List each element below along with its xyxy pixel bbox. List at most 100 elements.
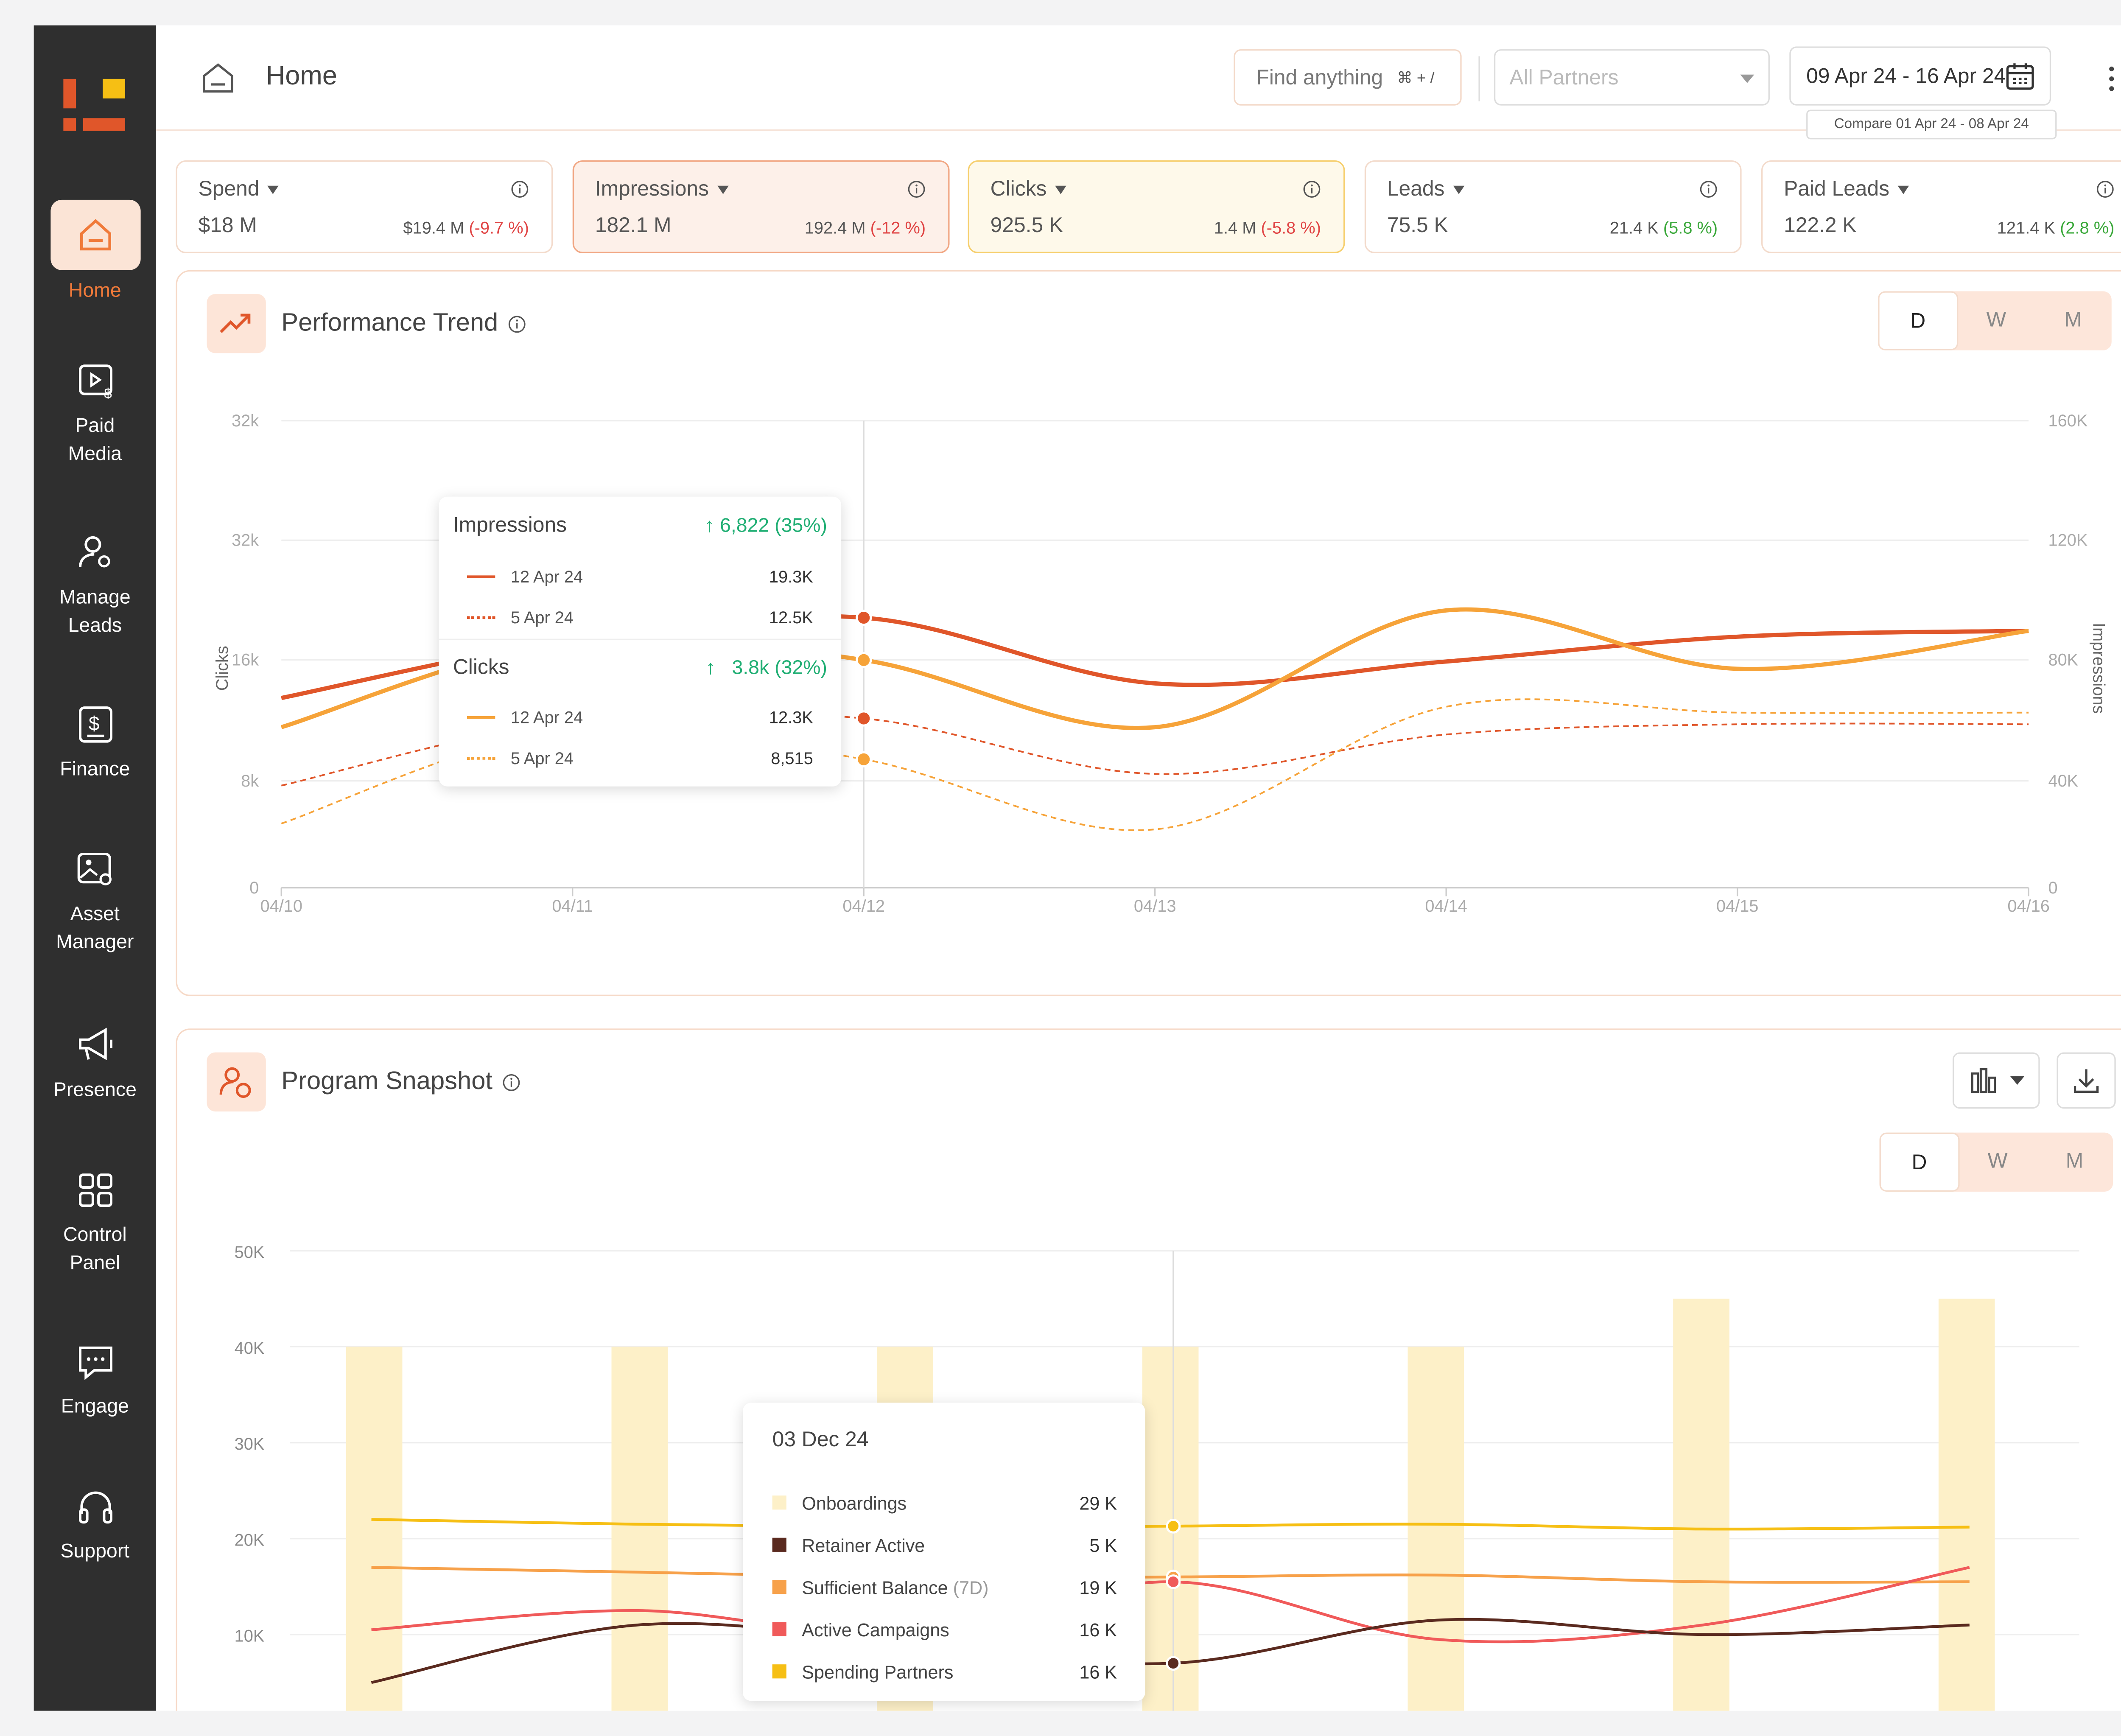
- info-icon[interactable]: [907, 180, 926, 198]
- download-icon: [2073, 1069, 2099, 1093]
- series-point: [856, 751, 872, 767]
- tooltip-row-value: 16 K: [1079, 1661, 1117, 1683]
- kpi-value: 182.1 M: [595, 214, 672, 238]
- kpi-value: 75.5 K: [1387, 214, 1448, 238]
- caret-down-icon: [717, 185, 729, 194]
- tooltip-row-value: 19.3K: [769, 567, 813, 587]
- kpi-card-impressions[interactable]: Impressions 182.1 M 192.4 M (-12 %): [572, 160, 950, 253]
- kpi-delta: (5.8 %): [1663, 218, 1718, 238]
- calendar-icon: [2006, 63, 2034, 90]
- granularity-toggle: D W M: [1879, 1132, 2113, 1192]
- image-gear-icon: [77, 853, 111, 885]
- chart-type-select[interactable]: [1953, 1052, 2040, 1109]
- arrow-up-icon: ↑: [704, 513, 715, 536]
- tooltip-date: 03 Dec 24: [772, 1428, 869, 1452]
- info-icon[interactable]: [1303, 180, 1321, 198]
- kpi-card-clicks[interactable]: Clicks 925.5 K 1.4 M (-5.8 %): [968, 160, 1345, 253]
- sidebar-item-engage[interactable]: Engage: [34, 1341, 157, 1420]
- sidebar-item-presence[interactable]: Presence: [34, 1024, 157, 1103]
- toggle-week[interactable]: W: [1987, 1149, 2008, 1173]
- info-icon[interactable]: [502, 1073, 520, 1092]
- info-icon[interactable]: [508, 315, 526, 333]
- caret-down-icon: [1453, 185, 1464, 194]
- tooltip-row-value: 12.5K: [769, 608, 813, 628]
- legend-swatch: [772, 1495, 786, 1510]
- trend-up-icon: [207, 294, 266, 353]
- tooltip-row-value: 16 K: [1079, 1619, 1117, 1641]
- date-range-value: 09 Apr 24 - 16 Apr 24: [1806, 64, 2006, 88]
- tooltip-row-value: 29 K: [1079, 1492, 1117, 1514]
- toggle-week[interactable]: W: [1986, 308, 2006, 332]
- kpi-name: Leads: [1387, 177, 1445, 202]
- toggle-day[interactable]: D: [1879, 1132, 1959, 1192]
- bar: [611, 1347, 668, 1711]
- sidebar-item-home[interactable]: Home: [34, 199, 157, 304]
- sidebar-item-label: Presence: [53, 1078, 137, 1100]
- chat-icon: [78, 1347, 112, 1380]
- toggle-day[interactable]: D: [1878, 291, 1958, 350]
- sidebar-item-finance[interactable]: $ Finance: [34, 703, 157, 782]
- program-snapshot-card: Program Snapshot D W M 0 10K 20K 30K 40K 50K …: [176, 1028, 2121, 1711]
- arrow-up-icon: ↑: [705, 655, 716, 678]
- card-title: Performance Trend: [281, 308, 498, 336]
- partners-select[interactable]: All Partners: [1494, 49, 1770, 106]
- kpi-card-spend[interactable]: Spend $18 M $19.4 M (-9.7 %): [176, 160, 553, 253]
- x-tick-label: 04/13: [1134, 897, 1176, 916]
- y2-axis-label: Impressions: [2090, 623, 2108, 714]
- sidebar-item-manage-leads[interactable]: Manage Leads: [34, 532, 157, 639]
- partners-placeholder: All Partners: [1509, 65, 1619, 90]
- sidebar-item-control-panel[interactable]: Control Panel: [34, 1169, 157, 1276]
- tooltip-clicks-change: 3.8k (32%): [732, 655, 827, 678]
- series-point: [856, 710, 872, 727]
- more-vertical-icon[interactable]: [2104, 65, 2118, 93]
- toggle-month[interactable]: M: [2064, 308, 2082, 332]
- top-bar: Home Find anything ⌘ + / All Partners 09…: [156, 25, 2121, 140]
- info-icon[interactable]: [511, 180, 529, 198]
- sidebar-item-asset-manager[interactable]: Asset Manager: [34, 848, 157, 955]
- caret-down-icon: [1055, 185, 1066, 194]
- y-axis-label: Clicks: [213, 646, 232, 691]
- kpi-compare: $19.4 M: [403, 218, 464, 238]
- y-tick-label: 20K: [235, 1531, 265, 1549]
- y2-tick-label: 120K: [2048, 531, 2088, 550]
- kpi-card-leads[interactable]: Leads 75.5 K 21.4 K (5.8 %): [1364, 160, 1742, 253]
- tooltip-row-label: Onboardings: [802, 1492, 907, 1514]
- caret-down-icon: [2010, 1076, 2025, 1085]
- y2-tick-label: 80K: [2048, 651, 2079, 669]
- user-gear-icon: [78, 536, 110, 568]
- snapshot-tooltip: 03 Dec 24 Onboardings 29 K Retainer Active…: [743, 1403, 1145, 1701]
- y-tick-label: 8k: [241, 772, 259, 790]
- bar-chart-icon: [1971, 1068, 1996, 1093]
- legend-swatch: [772, 1664, 786, 1679]
- y-tick-label: 16k: [232, 651, 259, 669]
- chevron-down-icon: [1740, 74, 1754, 83]
- y-tick-label: 40K: [235, 1339, 265, 1358]
- home-icon: [79, 219, 111, 251]
- y-tick-label: 30K: [235, 1435, 265, 1453]
- info-icon[interactable]: [2096, 180, 2114, 198]
- search-input[interactable]: Find anything ⌘ + /: [1234, 49, 1462, 106]
- divider: [439, 638, 842, 640]
- toggle-month[interactable]: M: [2065, 1149, 2084, 1173]
- tooltip-row-label: Sufficient Balance (7D): [802, 1577, 989, 1599]
- x-tick-label: 04/12: [842, 897, 885, 916]
- sidebar-item-support[interactable]: Support: [34, 1486, 157, 1565]
- sidebar-item-label: Asset Manager: [56, 902, 134, 953]
- sidebar-item-paid-media[interactable]: $ Paid Media: [34, 360, 157, 467]
- sidebar-item-label: Support: [60, 1539, 130, 1562]
- sidebar-item-label: Home: [68, 278, 121, 301]
- date-range-picker[interactable]: 09 Apr 24 - 16 Apr 24: [1789, 46, 2051, 106]
- main-content: Home Find anything ⌘ + / All Partners 09…: [156, 25, 2121, 1711]
- y-tick-label: 50K: [235, 1243, 265, 1262]
- y2-tick-label: 40K: [2048, 772, 2079, 790]
- sidebar-item-label: Finance: [60, 757, 130, 780]
- info-icon[interactable]: [1699, 180, 1718, 198]
- bar: [1938, 1299, 1995, 1711]
- user-refresh-icon: [207, 1052, 266, 1112]
- download-button[interactable]: [2057, 1052, 2116, 1109]
- kpi-delta: (-12 %): [870, 218, 926, 238]
- kpi-card-paid-leads[interactable]: Paid Leads 122.2 K 121.4 K (2.8 %): [1761, 160, 2121, 253]
- caret-down-icon: [1897, 185, 1909, 194]
- card-title: Program Snapshot: [281, 1066, 493, 1095]
